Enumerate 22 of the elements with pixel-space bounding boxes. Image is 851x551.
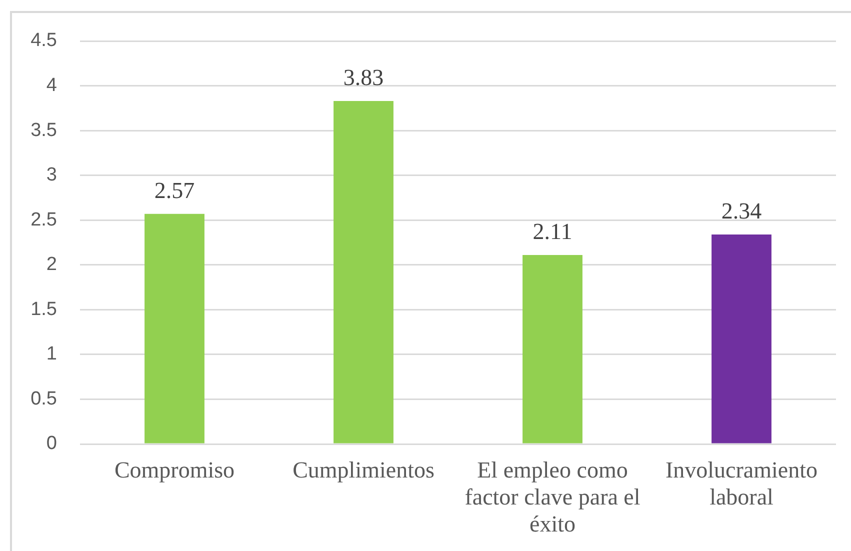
y-tick-label: 2 bbox=[46, 254, 57, 276]
y-tick-label: 2.5 bbox=[30, 209, 57, 230]
y-tick-label: 0.5 bbox=[30, 388, 57, 410]
y-tick-label: 4.5 bbox=[30, 30, 57, 52]
data-label: 3.83 bbox=[343, 65, 384, 90]
bar bbox=[144, 214, 204, 444]
x-tick-label: Cumplimientos bbox=[292, 458, 434, 482]
bar bbox=[522, 255, 582, 444]
y-tick-label: 4 bbox=[46, 75, 58, 96]
y-tick-label: 1.5 bbox=[30, 298, 57, 320]
y-tick-label: 3.5 bbox=[30, 120, 57, 141]
data-label: 2.34 bbox=[721, 198, 762, 224]
x-tick-label: Compromiso bbox=[114, 458, 235, 482]
bar bbox=[712, 234, 772, 444]
y-tick-label: 3 bbox=[46, 164, 57, 186]
x-tick-label: El empleo como factor clave para el éxito bbox=[464, 458, 640, 536]
y-tick-label: 1 bbox=[46, 344, 57, 365]
x-tick-label: Involucramiento laboral bbox=[665, 458, 818, 510]
data-label: 2.11 bbox=[532, 219, 572, 244]
data-label: 2.57 bbox=[154, 178, 195, 203]
y-tick-label: 0 bbox=[46, 433, 57, 454]
bar bbox=[334, 101, 394, 444]
